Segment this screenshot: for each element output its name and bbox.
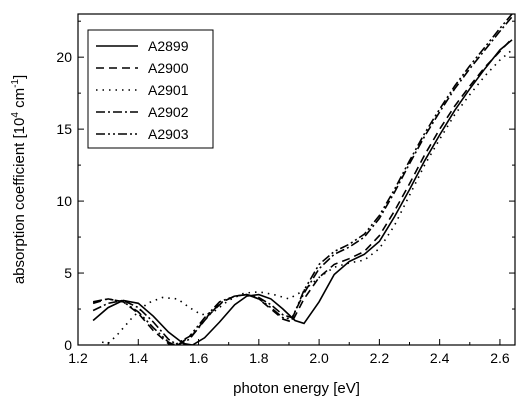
x-tick-label: 2.4 [430, 350, 450, 366]
y-axis-title-sup2: -1 [10, 79, 21, 88]
y-axis-title-main: absorption coefficient [10 [11, 118, 28, 285]
x-tick-label: 1.8 [249, 350, 269, 366]
ticks-layer: 1.2 1.4 1.6 1.8 2.0 2.2 2.4 2.6 0 5 10 15 20 [56, 20, 515, 366]
y-axis-title: absorption coefficient [104 cm-1] [10, 75, 28, 284]
x-axis-title: photon energy [eV] [233, 380, 360, 397]
x-tick-label: 1.4 [129, 350, 149, 366]
x-tick-label: 2.6 [490, 350, 510, 366]
legend-label-A2900: A2900 [148, 60, 189, 76]
legend-label-A2899: A2899 [148, 38, 189, 54]
y-axis-title-mid: cm [11, 88, 28, 112]
y-axis-title-end: ] [11, 75, 28, 79]
legend: A2899 A2900 A2901 A2902 A2903 [87, 29, 214, 149]
y-tick-label: 0 [64, 337, 72, 353]
x-tick-label: 1.6 [189, 350, 209, 366]
series-line-A2899 [92, 39, 513, 345]
y-tick-label: 5 [64, 265, 72, 281]
legend-label-A2901: A2901 [148, 82, 189, 98]
plot-frame [77, 13, 516, 346]
legend-label-A2902: A2902 [148, 104, 189, 120]
y-tick-label: 10 [56, 193, 72, 209]
legend-label-A2903: A2903 [148, 126, 189, 142]
y-axis-title-sup1: 4 [10, 112, 21, 118]
x-tick-label: 2.2 [370, 350, 390, 366]
legend-box [87, 29, 214, 149]
x-tick-label: 1.2 [68, 350, 88, 366]
y-tick-label: 15 [56, 121, 72, 137]
y-tick-label: 20 [56, 49, 72, 65]
x-tick-label: 2.0 [309, 350, 329, 366]
